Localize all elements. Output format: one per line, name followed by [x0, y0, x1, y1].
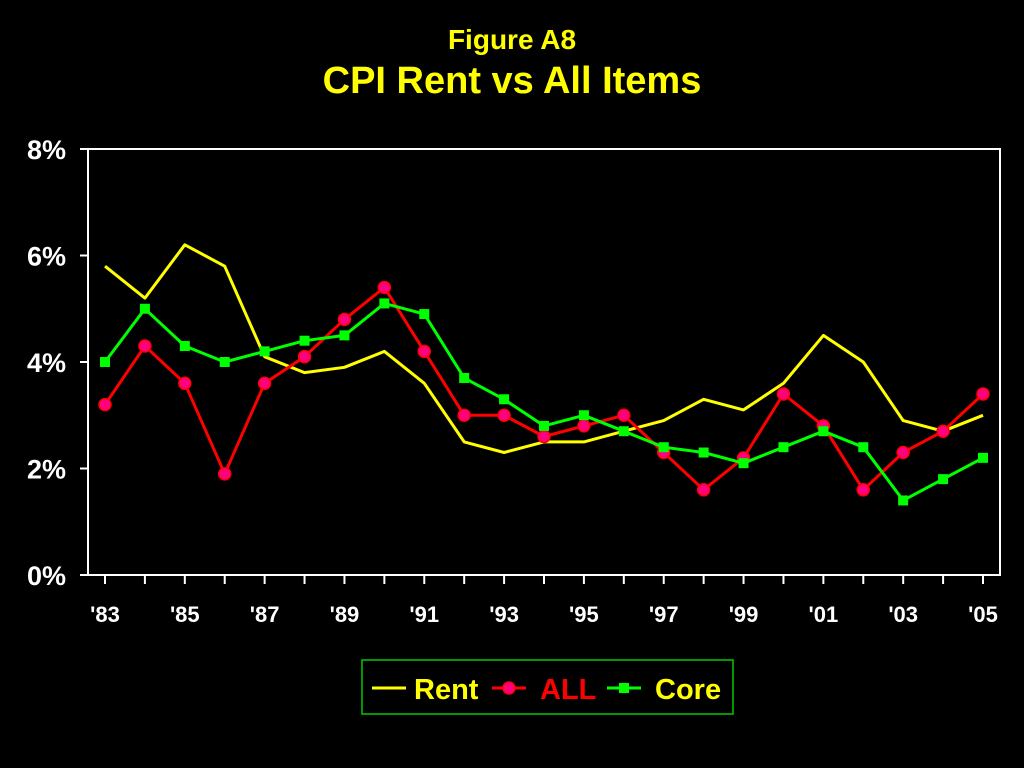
- data-point-core: [179, 341, 190, 352]
- x-tick-label: '93: [489, 602, 519, 627]
- data-point-core: [578, 410, 589, 421]
- data-point-all: [497, 408, 511, 422]
- x-tick-label: '91: [409, 602, 439, 627]
- data-point-all: [457, 408, 471, 422]
- legend-swatch-marker: [619, 683, 629, 693]
- data-point-all: [417, 344, 432, 359]
- data-point-all: [297, 349, 312, 364]
- data-point-all: [936, 424, 950, 438]
- data-point-core: [978, 452, 988, 463]
- data-point-all: [138, 339, 152, 353]
- data-point-all: [337, 312, 352, 327]
- x-tick-label: '83: [90, 602, 120, 627]
- data-point-core: [818, 426, 829, 437]
- data-point-all: [776, 387, 791, 401]
- data-point-core: [419, 309, 430, 320]
- data-point-core: [339, 330, 350, 341]
- data-point-core: [259, 346, 270, 357]
- legend-label-core: Core: [655, 674, 721, 706]
- data-point-core: [738, 458, 749, 469]
- chart-title: CPI Rent vs All Items: [322, 60, 702, 102]
- data-point-all: [696, 483, 711, 497]
- data-point-all: [377, 280, 392, 295]
- x-tick-label: '89: [330, 602, 360, 627]
- x-tick-label: '87: [250, 602, 280, 627]
- data-point-core: [778, 442, 789, 453]
- x-tick-label: '01: [809, 602, 839, 627]
- data-point-core: [618, 426, 629, 437]
- data-point-all: [856, 483, 871, 497]
- data-point-core: [658, 442, 669, 453]
- legend-label-rent: Rent: [414, 674, 479, 706]
- title-block: Figure A8 CPI Rent vs All Items: [0, 22, 1024, 104]
- y-tick-label: 6%: [27, 242, 66, 272]
- x-tick-label: '05: [968, 602, 998, 627]
- data-point-core: [299, 335, 310, 346]
- legend-box: [361, 659, 734, 715]
- data-point-all: [577, 419, 591, 433]
- data-point-core: [459, 372, 470, 383]
- legend-swatch-marker: [502, 681, 516, 695]
- y-tick-label: 8%: [27, 135, 66, 165]
- legend: Rent ALL Core: [361, 659, 734, 715]
- y-axis: 8% 6% 4% 2% 0%: [27, 135, 88, 591]
- data-point-core: [898, 495, 909, 506]
- data-point-all: [617, 408, 631, 422]
- y-tick-label: 2%: [27, 455, 66, 485]
- figure-label: Figure A8: [447, 24, 577, 55]
- data-point-all: [217, 467, 232, 481]
- x-tick-label: '95: [569, 602, 599, 627]
- data-point-core: [539, 420, 549, 431]
- series-layer: [98, 243, 990, 506]
- data-point-core: [698, 447, 709, 458]
- data-point-all: [537, 429, 551, 444]
- data-point-all: [98, 397, 112, 412]
- x-axis: '83 '85 '87 '89 '91 '93 '95 '97 '99 '01 '03 '05: [90, 575, 998, 627]
- series-line-all: [103, 285, 985, 492]
- y-tick-label: 0%: [27, 561, 66, 591]
- legend-label-all: ALL: [540, 674, 596, 706]
- data-point-all: [976, 387, 990, 401]
- data-point-core: [858, 442, 869, 453]
- data-point-core: [100, 357, 110, 367]
- x-tick-label: '97: [649, 602, 679, 627]
- y-tick-label: 4%: [27, 348, 66, 378]
- data-point-all: [178, 376, 192, 391]
- data-point-core: [139, 303, 150, 314]
- data-point-all: [896, 445, 910, 460]
- data-point-all: [257, 376, 272, 391]
- x-tick-label: '03: [888, 602, 918, 627]
- data-point-core: [219, 357, 230, 367]
- data-point-core: [379, 298, 390, 309]
- x-tick-label: '85: [170, 602, 200, 627]
- x-tick-label: '99: [729, 602, 759, 627]
- data-point-core: [499, 394, 510, 405]
- data-point-core: [938, 474, 949, 485]
